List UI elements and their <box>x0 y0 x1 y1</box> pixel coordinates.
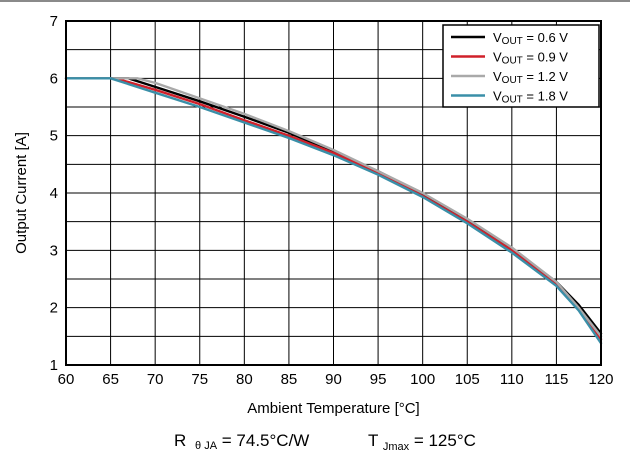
series-line-2 <box>64 77 603 341</box>
plot-frame <box>65 20 602 366</box>
legend-entry-2: VOUT = 0.9 V <box>493 50 568 67</box>
legend-entry-1: VOUT = 0.6 V <box>493 30 568 47</box>
x-tick-label: 105 <box>455 371 480 388</box>
legend-value: = 0.6 V <box>523 30 568 45</box>
y-tick-label: 4 <box>50 185 58 202</box>
legend-entry-4: VOUT = 1.8 V <box>493 89 568 106</box>
x-tick-label: 85 <box>281 371 298 388</box>
x-tick-label: 90 <box>325 371 342 388</box>
x-tick-label: 65 <box>102 371 119 388</box>
legend-subscript: OUT <box>502 75 523 86</box>
legend-value: = 1.2 V <box>523 69 568 84</box>
y-tick-label: 5 <box>50 128 58 145</box>
tick-labels: 60 65 70 75 80 85 90 95 100 105 110 115 120 1 2 3 4 5 6 7 <box>50 13 614 388</box>
tj-value: = 125°C <box>414 431 476 450</box>
legend-subscript: OUT <box>502 95 523 106</box>
y-tick-label: 3 <box>50 242 58 259</box>
legend-subscript: OUT <box>502 56 523 67</box>
x-tick-label: 95 <box>370 371 387 388</box>
series-line-4 <box>64 77 603 345</box>
x-tick-label: 120 <box>588 371 613 388</box>
rtheta-subscript: θ JA <box>195 440 218 450</box>
x-axis-title: Ambient Temperature [°C] <box>247 400 419 417</box>
x-tick-label: 75 <box>191 371 208 388</box>
x-tick-label: 100 <box>410 371 435 388</box>
legend-symbol: V <box>493 30 502 45</box>
y-tick-label: 1 <box>50 357 58 374</box>
legend-value: = 1.8 V <box>523 89 568 104</box>
rtheta-value: = 74.5°C/W <box>222 431 310 450</box>
x-tick-label: 115 <box>544 371 568 388</box>
top-rule <box>0 0 630 2</box>
tj-subscript: Jmax <box>383 441 410 450</box>
series-layer <box>64 77 603 345</box>
x-tick-label: 110 <box>500 371 524 388</box>
footer-specs: R θ JA = 74.5°C/W T Jmax = 125°C <box>174 431 476 450</box>
legend-symbol: V <box>493 69 502 84</box>
y-tick-label: 2 <box>50 300 58 317</box>
legend-symbol: V <box>493 89 502 104</box>
y-axis-title: Output Current [A] <box>13 132 30 254</box>
max-junction-temp-label: T Jmax = 125°C <box>368 431 476 450</box>
rtheta-symbol: R <box>174 431 186 450</box>
legend-value: = 0.9 V <box>523 50 568 65</box>
x-tick-label: 70 <box>147 371 164 388</box>
y-tick-label: 6 <box>50 70 58 87</box>
x-tick-label: 80 <box>236 371 253 388</box>
thermal-resistance-label: R θ JA = 74.5°C/W <box>174 431 309 450</box>
legend-entry-3: VOUT = 1.2 V <box>493 69 568 86</box>
x-tick-label: 60 <box>58 371 75 388</box>
series-line-3 <box>64 77 603 338</box>
legend-symbol: V <box>493 50 502 65</box>
y-tick-label: 7 <box>50 13 58 30</box>
legend-subscript: OUT <box>502 36 523 47</box>
legend-box <box>442 24 600 108</box>
tj-symbol: T <box>368 431 378 450</box>
